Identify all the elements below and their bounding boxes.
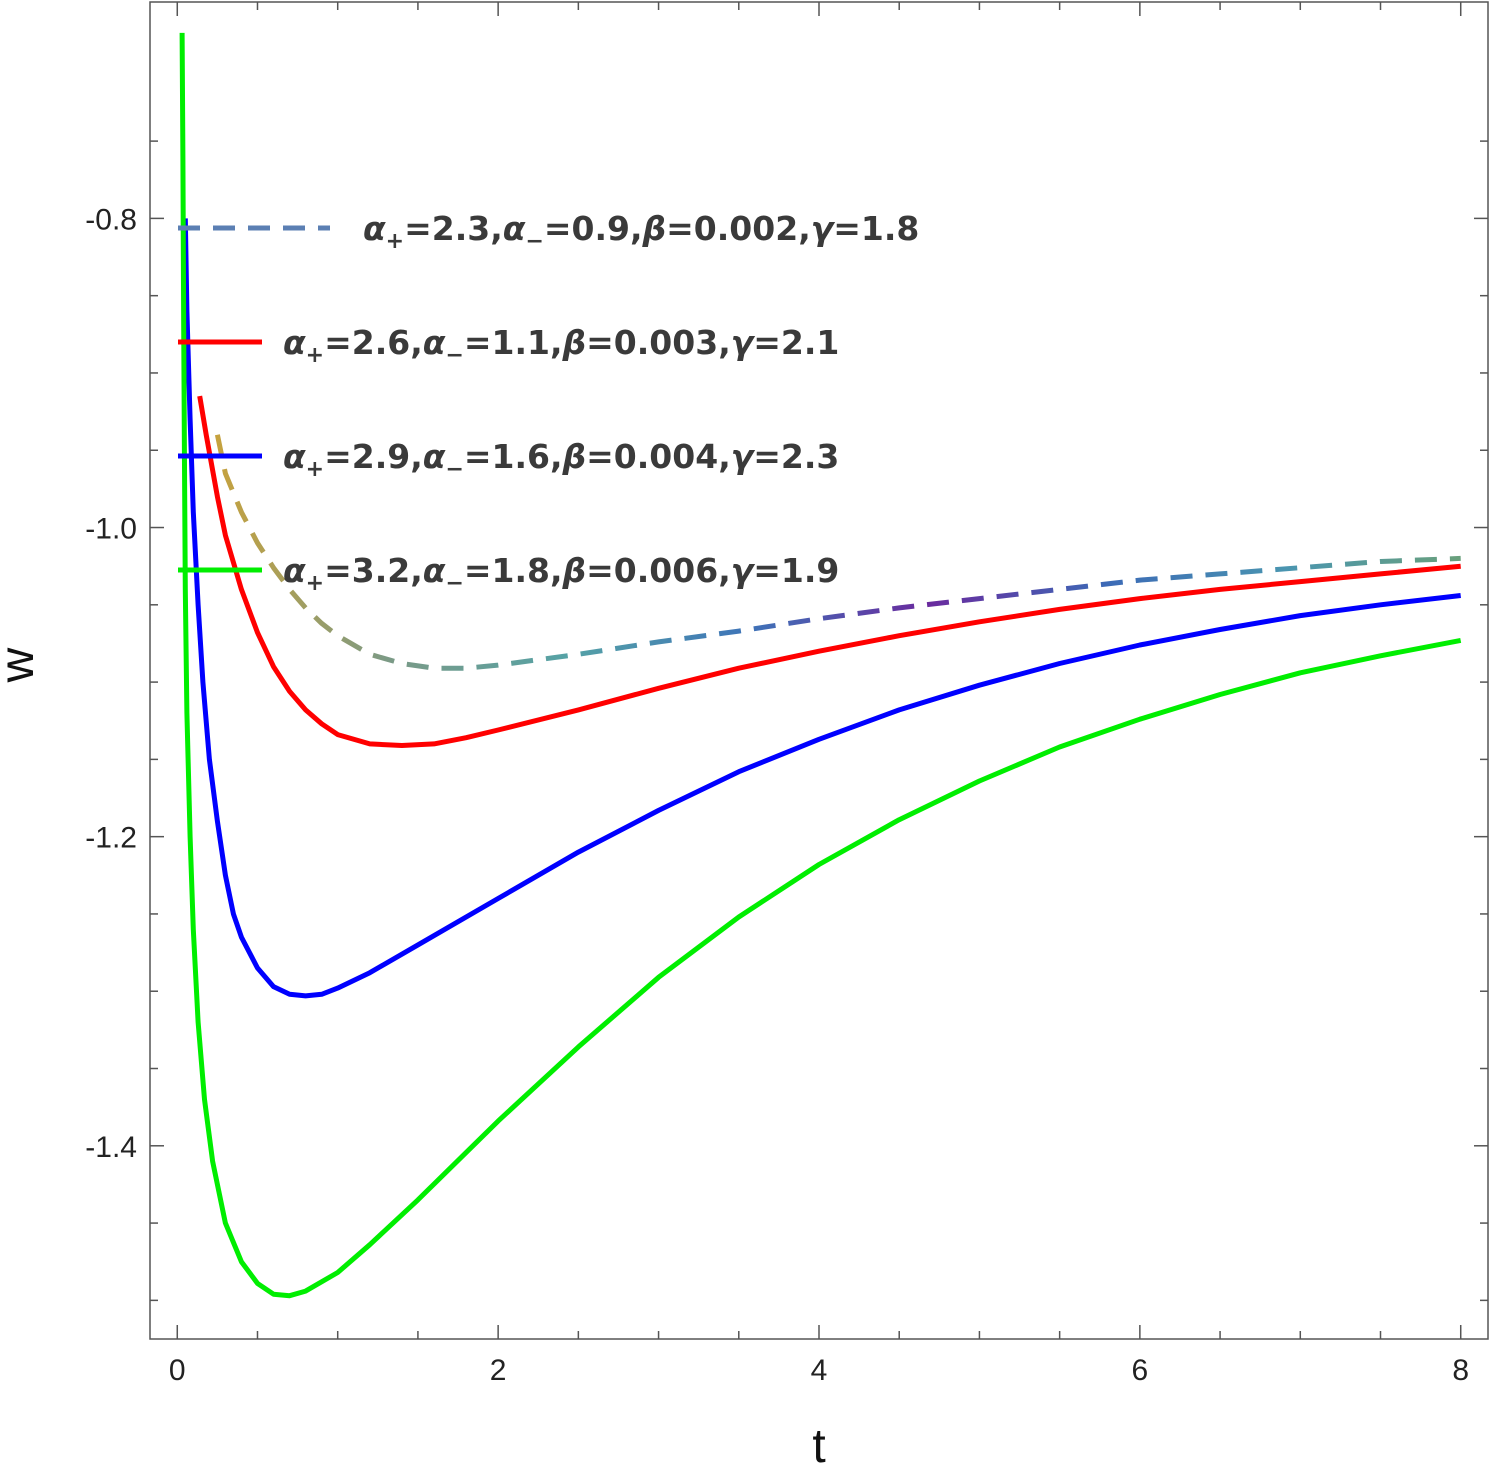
x-tick-label: 6 <box>1132 1354 1149 1387</box>
series-line-4 <box>179 32 1462 1299</box>
legend-label: α+=2.6,α−=1.1,β=0.003,γ=2.1 <box>283 323 839 368</box>
y-tick-label: -0.8 <box>85 203 137 236</box>
y-tick-label: -1.0 <box>85 513 137 546</box>
legend-label: α+=3.2,α−=1.8,β=0.006,γ=1.9 <box>283 551 839 596</box>
legend-item-4: α+=3.2,α−=1.8,β=0.006,γ=1.9 <box>178 551 839 596</box>
y-tick-label: -1.4 <box>85 1131 137 1164</box>
series-line-2 <box>197 395 1461 748</box>
legend-item-3: α+=2.9,α−=1.6,β=0.004,γ=2.3 <box>178 437 839 482</box>
series-line-1 <box>214 434 1461 671</box>
axis-tick-labels: 0 2 4 6 8 -1.4 -1.2 -1.0 -0.8 <box>85 203 1469 1387</box>
legend-label: α+=2.3,α−=0.9,β=0.002,γ=1.8 <box>363 209 919 254</box>
x-tick-label: 8 <box>1452 1354 1469 1387</box>
plot-frame <box>149 1 1489 1340</box>
legend-item-2: α+=2.6,α−=1.1,β=0.003,γ=2.1 <box>178 323 839 368</box>
x-tick-label: 2 <box>490 1354 507 1387</box>
axis-ticks <box>150 2 1488 1339</box>
x-tick-label: 4 <box>811 1354 828 1387</box>
legend: α+=2.3,α−=0.9,β=0.002,γ=1.8 α+=2.6,α−=1.1… <box>178 209 919 596</box>
legend-label: α+=2.9,α−=1.6,β=0.004,γ=2.3 <box>283 437 839 482</box>
series-layer <box>179 32 1462 1299</box>
x-axis-title: t <box>812 1420 825 1472</box>
x-tick-label: 0 <box>169 1354 186 1387</box>
legend-item-1: α+=2.3,α−=0.9,β=0.002,γ=1.8 <box>178 209 919 254</box>
series-line-3 <box>182 218 1461 999</box>
y-tick-label: -1.2 <box>85 822 137 855</box>
y-axis-title: w <box>0 647 44 683</box>
